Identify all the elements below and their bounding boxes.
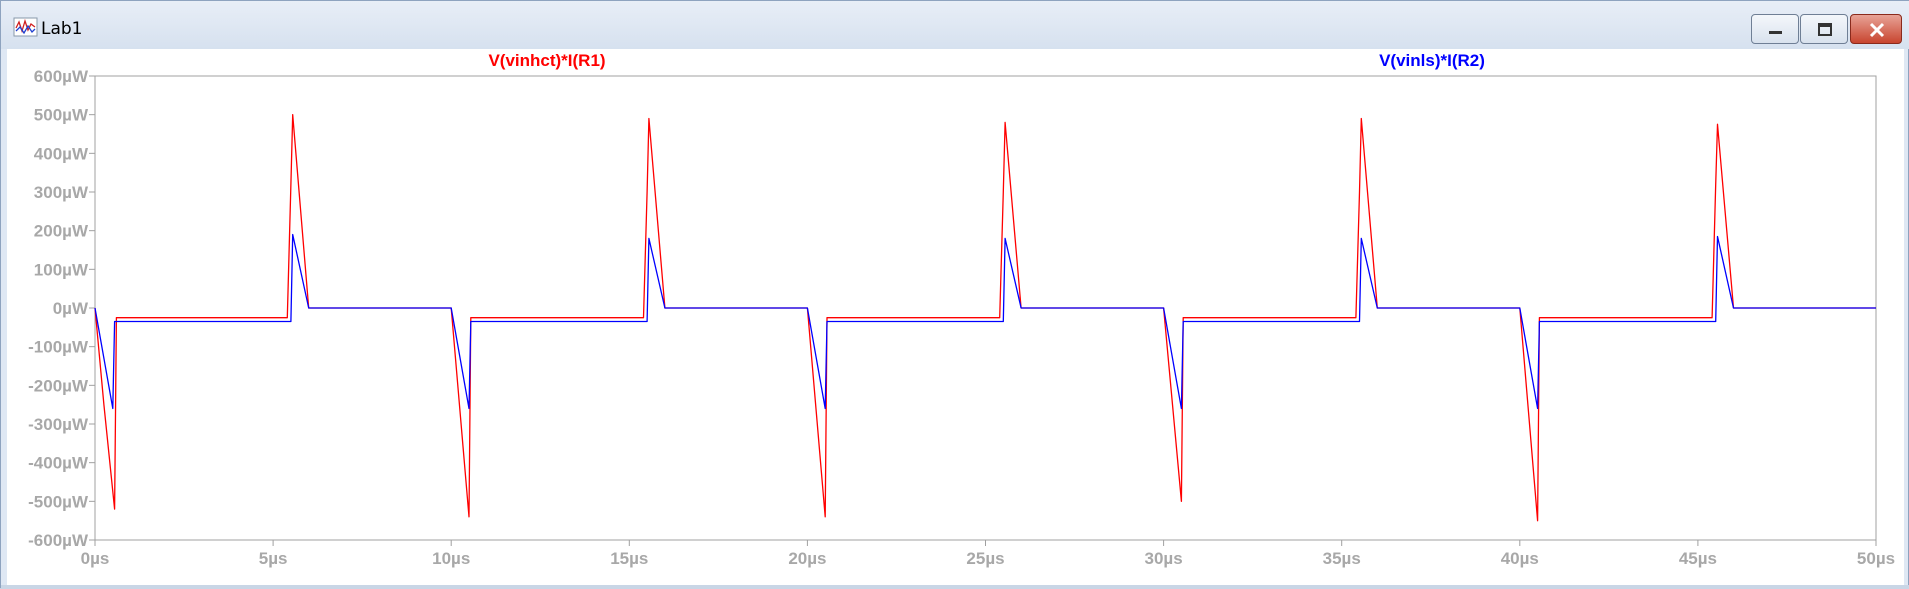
title-bar[interactable]: Lab1 (1, 1, 1909, 49)
y-tick-label: -100µW (28, 338, 89, 357)
waveform-app-icon (13, 17, 38, 37)
y-axis-ticks: 600µW 500µW 400µW 300µW 200µW 100µW 0µW -100µW -… (28, 67, 95, 550)
close-icon (1869, 22, 1885, 38)
maximize-button[interactable] (1800, 14, 1848, 44)
x-tick-label: 25µs (966, 549, 1004, 568)
x-tick-label: 50µs (1857, 549, 1895, 568)
y-tick-label: -200µW (28, 376, 89, 395)
y-tick-label: 300µW (34, 183, 89, 202)
y-tick-label: -300µW (28, 415, 89, 434)
y-tick-label: -400µW (28, 454, 89, 473)
minimize-icon (1769, 31, 1782, 34)
y-tick-label: 400µW (34, 144, 89, 163)
waveform-chart[interactable]: 600µW 500µW 400µW 300µW 200µW 100µW 0µW -100µW -… (7, 49, 1904, 585)
y-tick-label: 0µW (53, 299, 89, 318)
x-tick-label: 15µs (610, 549, 648, 568)
x-tick-label: 40µs (1501, 549, 1539, 568)
x-tick-label: 30µs (1145, 549, 1183, 568)
window-title: Lab1 (41, 19, 83, 39)
x-axis-ticks: 0µs 5µs 10µs 15µs 20µs 25µs 30µs 35µs 40µs 45µs 50… (81, 540, 1895, 568)
y-tick-label: 500µW (34, 106, 89, 125)
y-tick-label: -500µW (28, 492, 89, 511)
y-tick-label: 600µW (34, 67, 89, 86)
y-tick-label: 200µW (34, 222, 89, 241)
x-tick-label: 10µs (432, 549, 470, 568)
maximize-icon (1818, 23, 1832, 36)
trace-r1[interactable] (94, 114, 1876, 522)
x-tick-label: 35µs (1323, 549, 1361, 568)
minimize-button[interactable] (1751, 14, 1799, 44)
y-tick-label: -600µW (28, 531, 89, 550)
x-tick-label: 45µs (1679, 549, 1717, 568)
trace-label-r2[interactable]: V(vinls)*I(R2) (1379, 51, 1485, 70)
close-button[interactable] (1850, 14, 1902, 44)
window-bottom-border (1, 585, 1909, 589)
x-tick-label: 0µs (81, 549, 110, 568)
traces (94, 114, 1876, 522)
trace-label-r1[interactable]: V(vinhct)*I(R1) (488, 51, 605, 70)
x-tick-label: 5µs (259, 549, 288, 568)
plot-area[interactable]: 600µW 500µW 400µW 300µW 200µW 100µW 0µW -100µW -… (7, 49, 1904, 585)
y-tick-label: 100µW (34, 260, 89, 279)
trace-r2[interactable] (94, 233, 1876, 410)
x-tick-label: 20µs (788, 549, 826, 568)
